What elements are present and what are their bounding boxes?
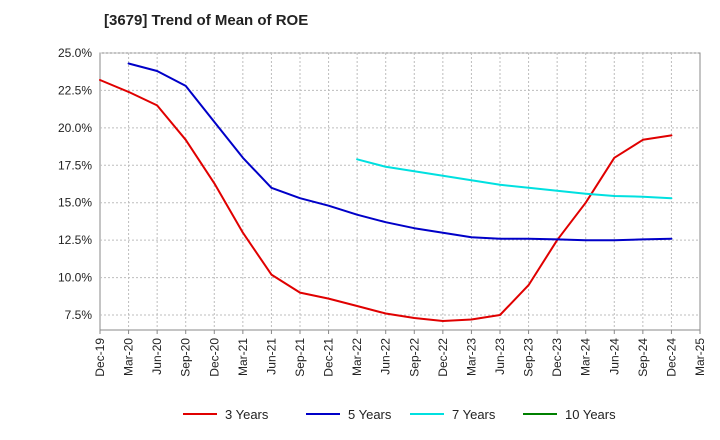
- x-tick-label: Jun-23: [493, 338, 507, 375]
- y-tick-label: 12.5%: [58, 233, 92, 247]
- x-tick-label: Sep-21: [293, 338, 307, 377]
- x-tick-label: Jun-21: [264, 338, 278, 375]
- x-tick-label: Dec-19: [93, 338, 107, 377]
- legend-label-3-years: 3 Years: [225, 407, 269, 422]
- x-tick-label: Sep-23: [522, 338, 536, 377]
- legend-label-7-years: 7 Years: [452, 407, 496, 422]
- x-tick-label: Mar-25: [693, 338, 707, 376]
- y-tick-label: 20.0%: [58, 121, 92, 135]
- series-line-7-years: [356, 158, 673, 200]
- x-tick-label: Dec-24: [664, 338, 678, 377]
- y-tick-label: 25.0%: [58, 46, 92, 60]
- x-tick-label: Jun-20: [150, 338, 164, 375]
- x-tick-label: Jun-22: [379, 338, 393, 375]
- x-tick-label: Sep-24: [636, 338, 650, 377]
- x-tick-label: Mar-22: [350, 338, 364, 376]
- x-tick-label: Mar-23: [464, 338, 478, 376]
- x-tick-label: Dec-23: [550, 338, 564, 377]
- x-tick-label: Dec-21: [322, 338, 336, 377]
- x-tick-label: Mar-24: [579, 338, 593, 376]
- x-tick-label: Mar-20: [122, 338, 136, 376]
- x-tick-label: Sep-22: [407, 338, 421, 377]
- series-line-5-years: [127, 62, 673, 242]
- x-tick-label: Sep-20: [179, 338, 193, 377]
- series-line-3-years: [99, 79, 673, 322]
- x-tick-label: Dec-20: [207, 338, 221, 377]
- y-tick-label: 15.0%: [58, 196, 92, 210]
- y-tick-label: 7.5%: [65, 308, 93, 322]
- x-tick-label: Jun-24: [607, 338, 621, 375]
- legend-label-5-years: 5 Years: [348, 407, 392, 422]
- plot-area: [99, 52, 701, 331]
- x-tick-label: Dec-22: [436, 338, 450, 377]
- y-tick-label: 10.0%: [58, 271, 92, 285]
- y-tick-label: 17.5%: [58, 158, 92, 172]
- x-tick-label: Mar-21: [236, 338, 250, 376]
- y-tick-label: 22.5%: [58, 83, 92, 97]
- chart-title: [3679] Trend of Mean of ROE: [104, 12, 309, 29]
- legend-label-10-years: 10 Years: [565, 407, 616, 422]
